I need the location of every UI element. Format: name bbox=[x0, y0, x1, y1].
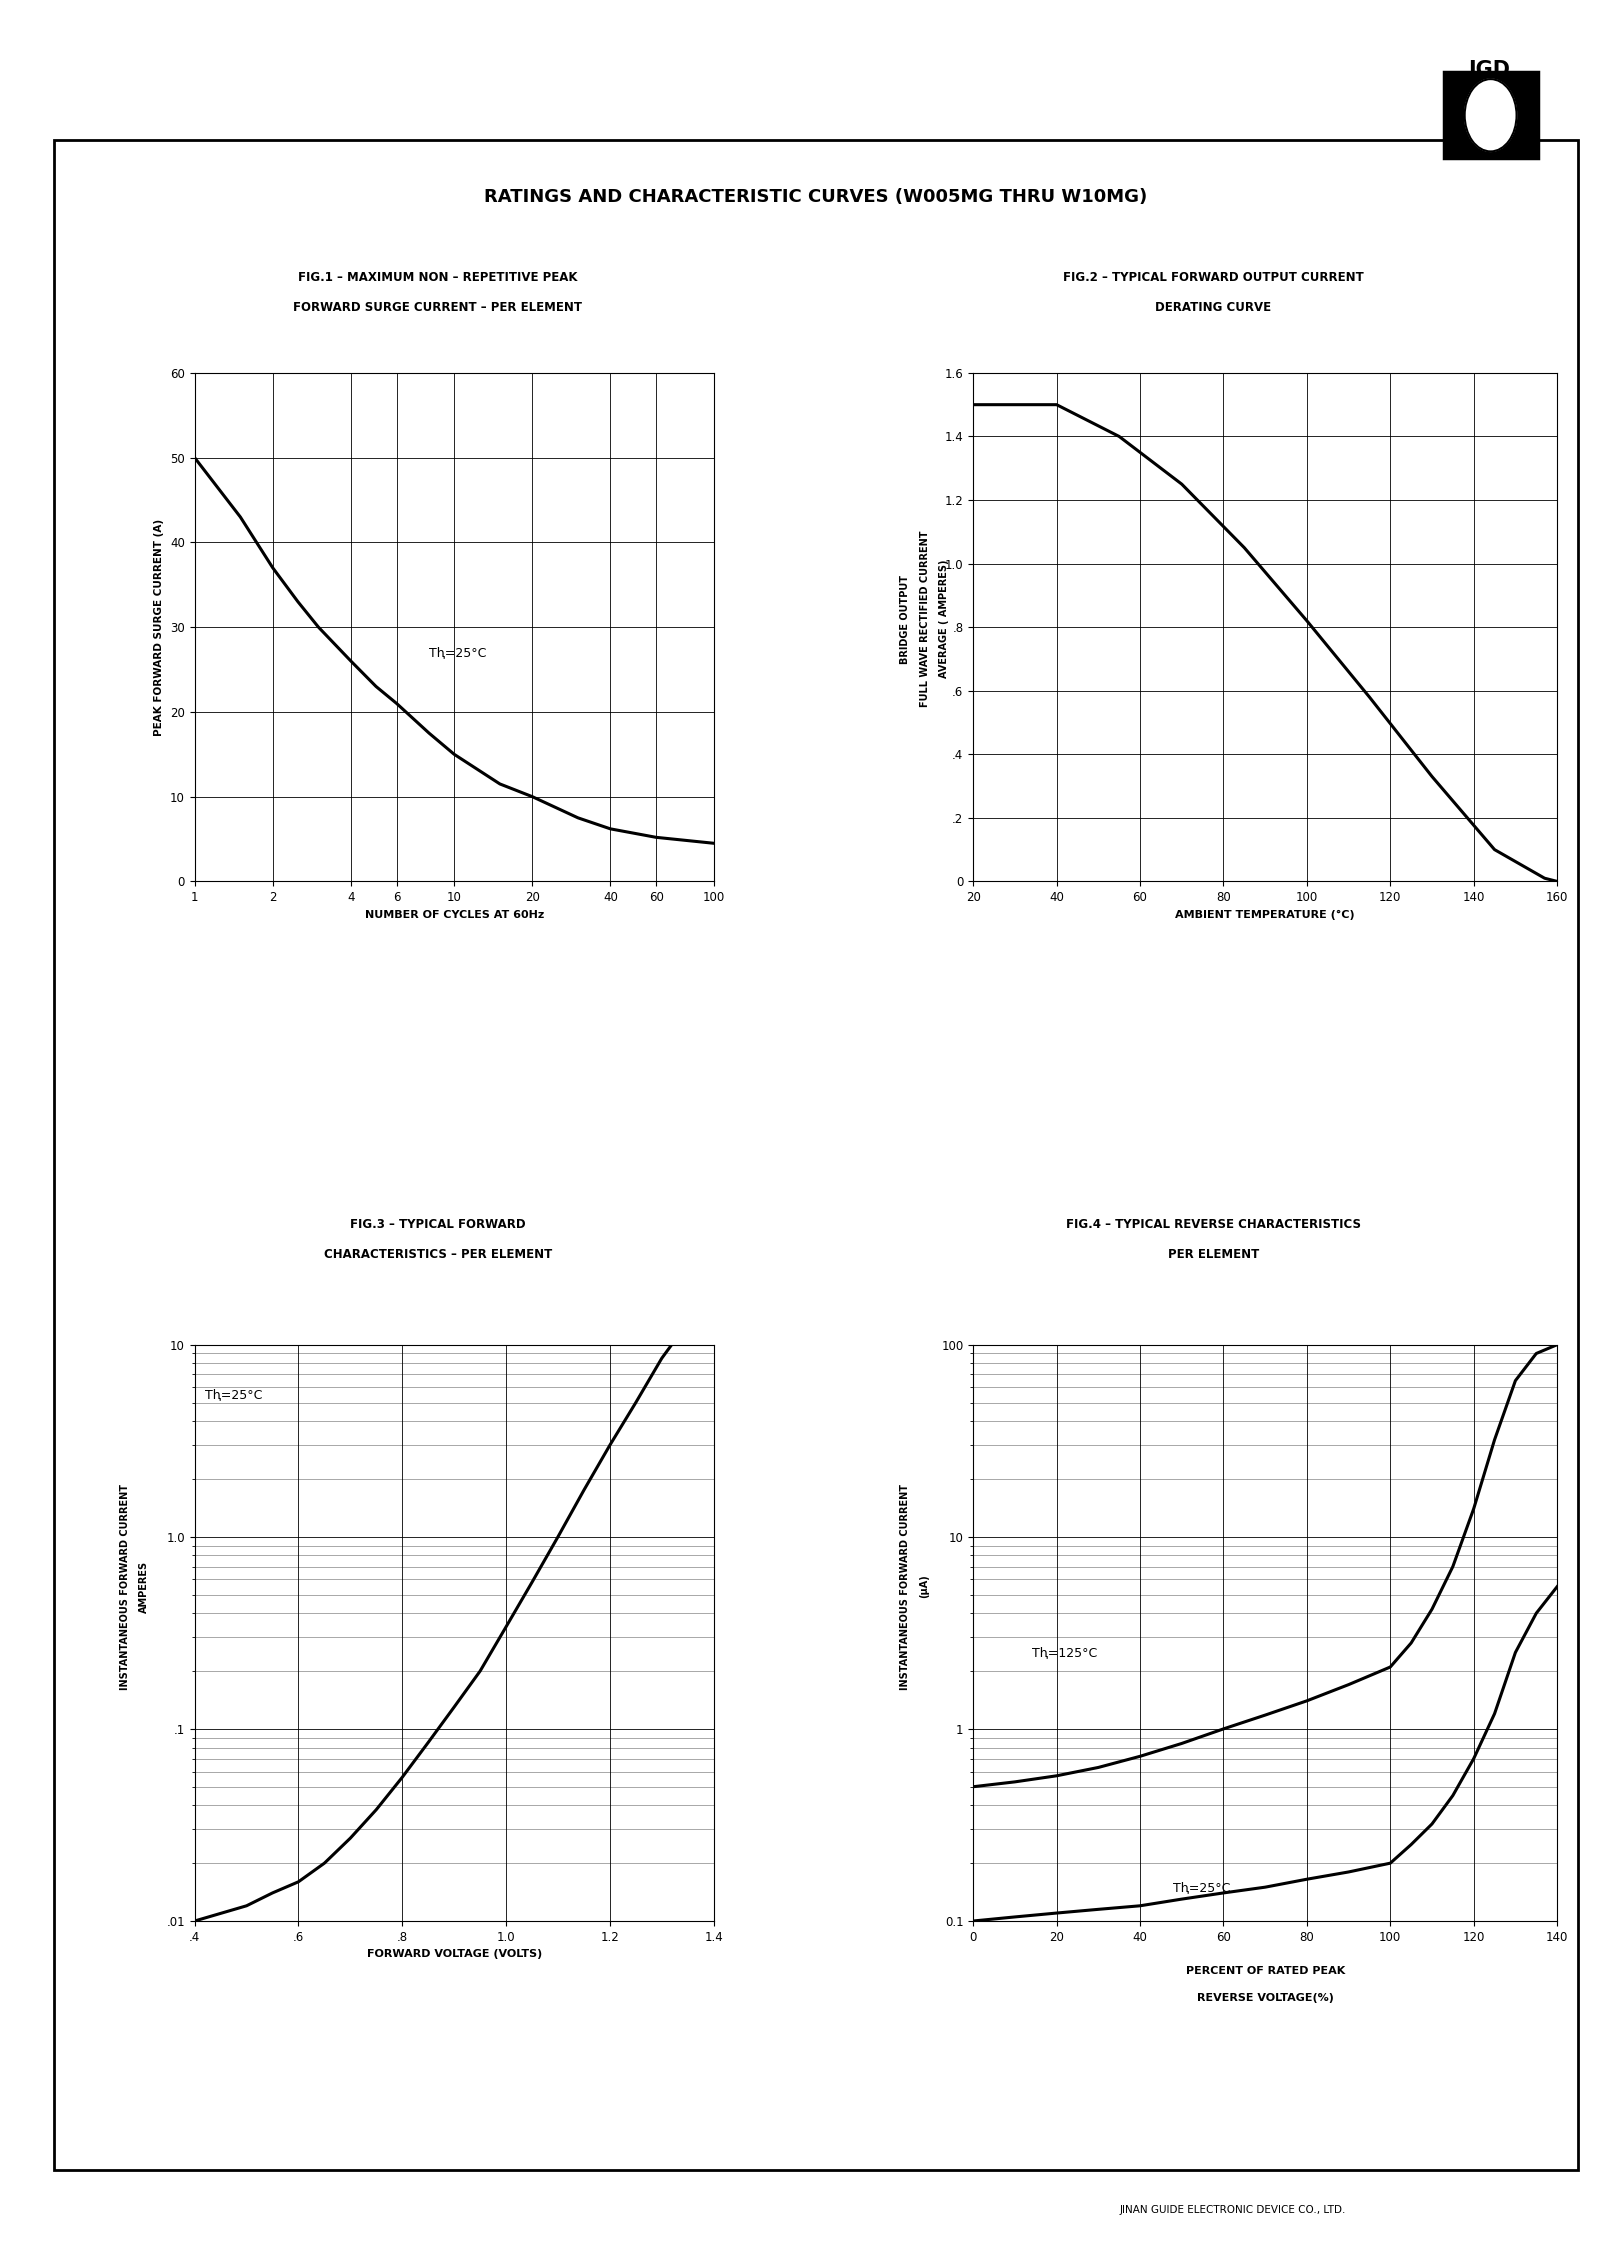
Text: REVERSE VOLTAGE(%): REVERSE VOLTAGE(%) bbox=[1197, 1993, 1333, 2002]
Text: AVERAGE ( AMPERES): AVERAGE ( AMPERES) bbox=[939, 560, 949, 678]
Text: FIG.3 – TYPICAL FORWARD: FIG.3 – TYPICAL FORWARD bbox=[350, 1218, 526, 1232]
Text: Tⱨ=25°C: Tⱨ=25°C bbox=[204, 1388, 263, 1401]
X-axis label: FORWARD VOLTAGE (VOLTS): FORWARD VOLTAGE (VOLTS) bbox=[367, 1950, 542, 1959]
Text: CHARACTERISTICS – PER ELEMENT: CHARACTERISTICS – PER ELEMENT bbox=[324, 1248, 551, 1261]
Text: PER ELEMENT: PER ELEMENT bbox=[1168, 1248, 1259, 1261]
Text: Tⱨ=25°C: Tⱨ=25°C bbox=[1173, 1880, 1231, 1894]
Text: RATINGS AND CHARACTERISTIC CURVES (W005MG THRU W10MG): RATINGS AND CHARACTERISTIC CURVES (W005M… bbox=[485, 188, 1147, 206]
X-axis label: NUMBER OF CYCLES AT 60Hz: NUMBER OF CYCLES AT 60Hz bbox=[365, 911, 543, 920]
Text: BRIDGE OUTPUT: BRIDGE OUTPUT bbox=[900, 574, 910, 664]
Text: JGD: JGD bbox=[1468, 61, 1510, 79]
Text: FORWARD SURGE CURRENT – PER ELEMENT: FORWARD SURGE CURRENT – PER ELEMENT bbox=[294, 301, 582, 314]
Text: (μA): (μA) bbox=[920, 1575, 929, 1598]
Bar bbox=[1444, 72, 1538, 158]
Y-axis label: PEAK FORWARD SURGE CURRENT (A): PEAK FORWARD SURGE CURRENT (A) bbox=[154, 518, 164, 737]
Text: JINAN GUIDE ELECTRONIC DEVICE CO., LTD.: JINAN GUIDE ELECTRONIC DEVICE CO., LTD. bbox=[1119, 2206, 1346, 2215]
Text: FIG.4 – TYPICAL REVERSE CHARACTERISTICS: FIG.4 – TYPICAL REVERSE CHARACTERISTICS bbox=[1066, 1218, 1361, 1232]
Text: PERCENT OF RATED PEAK: PERCENT OF RATED PEAK bbox=[1186, 1966, 1345, 1975]
Text: INSTANTANEOUS FORWARD CURRENT: INSTANTANEOUS FORWARD CURRENT bbox=[120, 1483, 130, 1690]
Circle shape bbox=[1465, 79, 1517, 151]
Text: INSTANTANEOUS FORWARD CURRENT: INSTANTANEOUS FORWARD CURRENT bbox=[900, 1483, 910, 1690]
Text: Tⱨ=125°C: Tⱨ=125°C bbox=[1032, 1645, 1096, 1659]
Text: Tⱨ=25°C: Tⱨ=25°C bbox=[428, 646, 487, 660]
Text: FIG.1 – MAXIMUM NON – REPETITIVE PEAK: FIG.1 – MAXIMUM NON – REPETITIVE PEAK bbox=[298, 271, 577, 285]
X-axis label: AMBIENT TEMPERATURE (°C): AMBIENT TEMPERATURE (°C) bbox=[1176, 911, 1354, 920]
Text: FIG.2 – TYPICAL FORWARD OUTPUT CURRENT: FIG.2 – TYPICAL FORWARD OUTPUT CURRENT bbox=[1062, 271, 1364, 285]
Text: AMPERES: AMPERES bbox=[139, 1559, 149, 1614]
Bar bbox=[54, 140, 1578, 2170]
Text: FULL WAVE RECTIFIED CURRENT: FULL WAVE RECTIFIED CURRENT bbox=[920, 531, 929, 707]
Text: DERATING CURVE: DERATING CURVE bbox=[1155, 301, 1272, 314]
